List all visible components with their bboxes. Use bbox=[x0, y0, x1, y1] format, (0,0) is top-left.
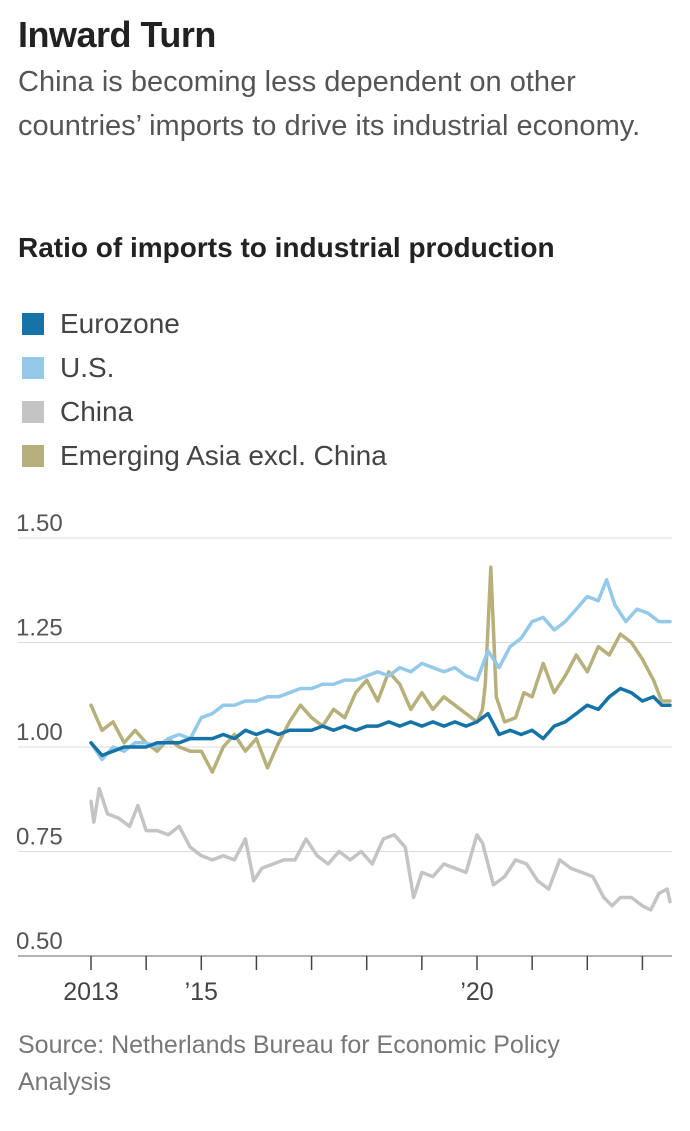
y-tick-label: 1.00 bbox=[16, 719, 63, 746]
legend-item-eurozone: Eurozone bbox=[22, 302, 387, 346]
y-tick-label: 0.50 bbox=[16, 928, 63, 955]
x-tick-label: ’20 bbox=[460, 978, 493, 1006]
chart-title: Ratio of imports to industrial productio… bbox=[18, 232, 555, 263]
page-title: Inward Turn bbox=[18, 14, 216, 55]
series-line-emerging-asia-excl-china bbox=[89, 565, 672, 774]
legend-label-eurozone: Eurozone bbox=[60, 308, 180, 339]
legend-swatch-us bbox=[22, 357, 44, 379]
source-note: Source: Netherlands Bureau for Economic … bbox=[18, 1031, 560, 1096]
legend-swatch-china bbox=[22, 401, 44, 423]
legend-item-us: U.S. bbox=[22, 346, 387, 390]
series-line-u-s bbox=[89, 578, 672, 762]
legend-swatch-emerging-asia bbox=[22, 445, 44, 467]
series-line-eurozone bbox=[89, 686, 672, 758]
y-tick-label: 1.50 bbox=[16, 510, 63, 537]
legend-swatch-eurozone bbox=[22, 313, 44, 335]
x-tick-label: ’15 bbox=[185, 978, 218, 1006]
series-line-china bbox=[89, 787, 672, 912]
y-tick-label: 1.25 bbox=[16, 615, 63, 642]
chart-legend: Eurozone U.S. China Emerging Asia excl. … bbox=[22, 302, 387, 478]
y-tick-label: 0.75 bbox=[16, 824, 63, 851]
line-chart: 0.50 0.75 1.00 1.25 1.50 2013 ’15 ’20 bbox=[16, 510, 672, 1006]
page-subtitle: China is becoming less dependent on othe… bbox=[18, 66, 641, 142]
legend-label-us: U.S. bbox=[60, 352, 115, 383]
legend-item-emerging-asia: Emerging Asia excl. China bbox=[22, 434, 387, 478]
legend-label-emerging-asia: Emerging Asia excl. China bbox=[60, 440, 387, 471]
x-tick-label: 2013 bbox=[63, 978, 119, 1006]
legend-label-china: China bbox=[60, 396, 134, 427]
legend-item-china: China bbox=[22, 390, 387, 434]
